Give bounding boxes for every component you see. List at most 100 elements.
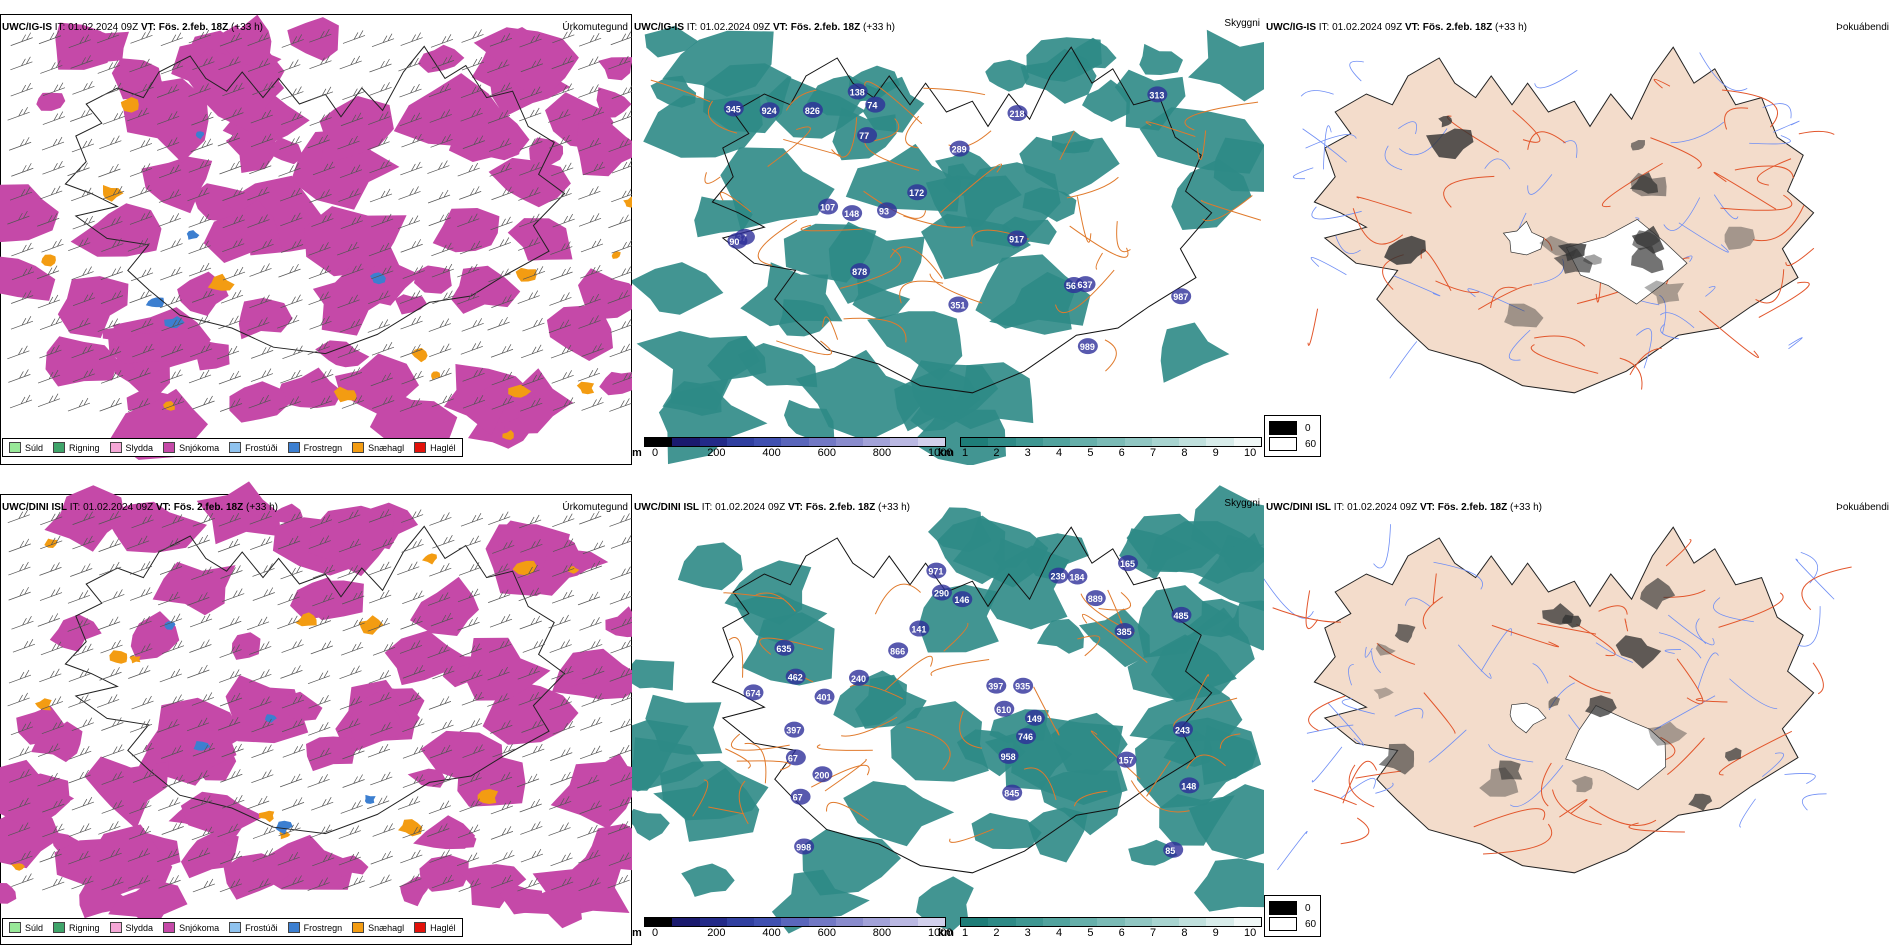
- road: [843, 317, 907, 343]
- wind-barb: [460, 107, 483, 122]
- wind-barb: [129, 138, 153, 152]
- wind-barb: [517, 877, 540, 892]
- wind-barb: [278, 822, 301, 837]
- wind-barb: [281, 111, 304, 125]
- scale-tick-label: 8: [1181, 927, 1188, 939]
- wind-barb: [161, 640, 185, 655]
- wind-barb: [308, 291, 331, 306]
- wind-barb: [428, 800, 452, 815]
- wind-barb: [577, 591, 601, 606]
- wind-barb: [489, 33, 513, 47]
- wind-barb: [252, 825, 276, 839]
- wind-barb: [431, 719, 454, 734]
- wind-barb: [458, 562, 482, 576]
- river: [1713, 194, 1739, 220]
- wind-barb: [72, 292, 96, 307]
- visibility-value-label: 148: [1181, 781, 1196, 791]
- wind-barb: [370, 771, 393, 786]
- snow-area: [458, 864, 527, 909]
- visibility-value-label: 243: [1175, 725, 1190, 735]
- low-visibility-spot: [774, 639, 795, 656]
- visibility-area: [852, 277, 911, 320]
- wind-barb: [487, 110, 511, 124]
- visibility-value-label: 74: [867, 101, 877, 111]
- wind-barb: [278, 59, 301, 73]
- scale-swatch: [808, 438, 836, 446]
- wind-barb: [132, 343, 155, 358]
- wind-barb: [158, 875, 181, 889]
- road: [692, 779, 709, 817]
- road: [1665, 539, 1692, 567]
- wind-barb: [11, 615, 34, 630]
- wind-barb: [520, 136, 543, 150]
- scale-swatch: [672, 438, 700, 446]
- wind-barb: [550, 344, 574, 359]
- visibility-area: [720, 147, 835, 230]
- low-visibility-spot: [785, 668, 806, 685]
- snow-area: [182, 48, 285, 133]
- wind-barb: [610, 319, 632, 333]
- wind-barb: [68, 317, 91, 332]
- wind-barb: [402, 665, 425, 679]
- snow-area: [180, 832, 239, 879]
- wind-barb: [37, 743, 61, 757]
- wind-barb: [519, 162, 542, 176]
- road: [903, 215, 966, 228]
- legend-swatch: [53, 442, 66, 453]
- fog-legend-label: 60: [1305, 438, 1317, 450]
- wind-barb: [307, 341, 330, 355]
- wind-barb: [249, 669, 272, 683]
- river: [1457, 644, 1492, 679]
- wind-barb: [222, 82, 245, 97]
- wind-barb: [309, 29, 332, 43]
- wind-barb: [247, 317, 270, 331]
- scale-swatch: [645, 918, 673, 926]
- wind-barb: [399, 398, 423, 412]
- road: [1473, 808, 1546, 828]
- wind-barb: [37, 772, 60, 787]
- legend-item: Snjókoma: [163, 922, 219, 933]
- wind-barb: [582, 665, 605, 680]
- snow-area: [102, 501, 207, 553]
- wind-barb: [580, 265, 603, 279]
- fog-indicator-area: [1378, 743, 1415, 775]
- wind-barb: [578, 877, 601, 891]
- wind-barb: [278, 263, 301, 278]
- low-visibility-spot: [907, 184, 928, 201]
- river: [1749, 135, 1791, 145]
- scale-tick-label: 0: [652, 927, 659, 939]
- wind-barb: [338, 188, 361, 202]
- river: [1373, 524, 1391, 569]
- visibility-area: [1119, 528, 1192, 580]
- snow-area: [542, 544, 609, 581]
- wind-barb: [280, 369, 303, 384]
- wind-barb: [610, 691, 632, 706]
- scale-swatch: [835, 438, 864, 446]
- visibility-area: [1150, 607, 1255, 702]
- wind-barb: [36, 265, 60, 280]
- wind-barb: [187, 187, 210, 202]
- road: [707, 100, 738, 134]
- visibility-value-label: 351: [950, 300, 965, 310]
- wind-barb: [100, 216, 123, 230]
- wind-barb: [400, 239, 423, 253]
- wind-barb: [101, 876, 124, 891]
- wind-barb: [312, 161, 336, 176]
- wind-barb: [337, 344, 360, 358]
- wind-barb: [158, 797, 181, 811]
- road: [1713, 171, 1777, 210]
- wind-barb: [518, 692, 541, 706]
- wind-barb: [101, 800, 124, 814]
- low-visibility-spot: [1007, 230, 1028, 247]
- wind-barb: [517, 564, 540, 579]
- road: [1527, 131, 1566, 150]
- snow-area: [414, 265, 452, 294]
- wind-barb: [161, 317, 184, 332]
- snow-pellet-area: [508, 384, 532, 398]
- snow-area: [315, 340, 370, 368]
- snow-pellet-area: [431, 371, 441, 380]
- river: [1467, 288, 1525, 312]
- precip-type-legend: Súld Rigning Slydda Snjókoma Frostúði Frostre…: [2, 438, 463, 457]
- wind-barb: [460, 341, 483, 355]
- road: [1589, 805, 1657, 826]
